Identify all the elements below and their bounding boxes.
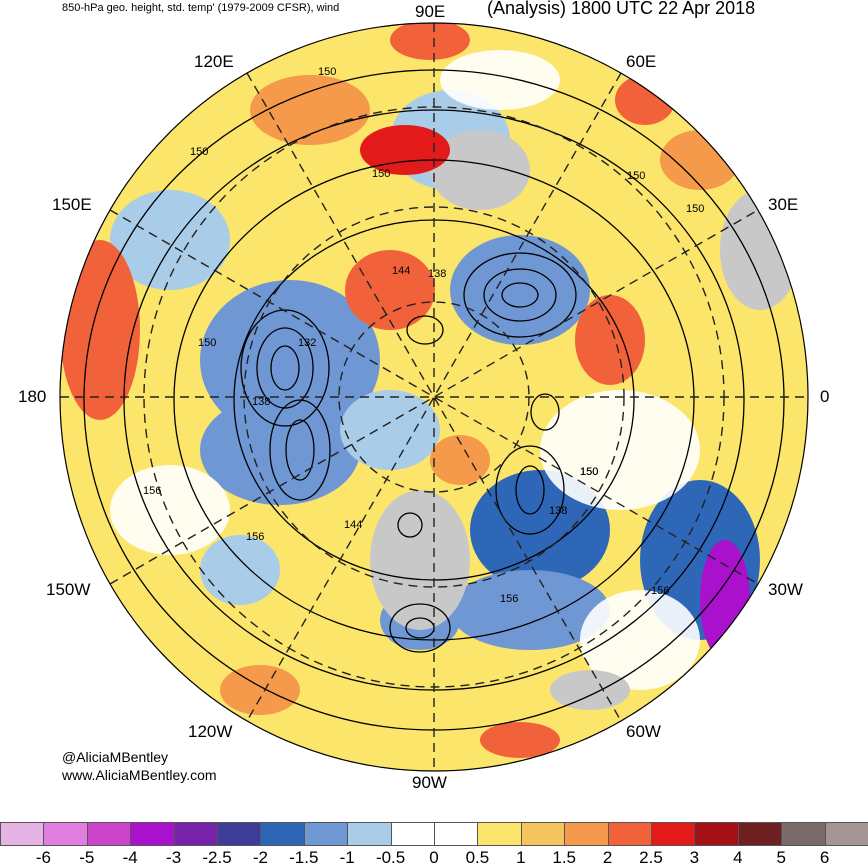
- author-credit: @AliciaMBentley www.AliciaMBentley.com: [62, 748, 217, 784]
- lon-label-120e: 120E: [194, 52, 234, 71]
- lon-label-0: 0: [820, 387, 830, 406]
- contour-label-150-a: 150: [318, 66, 336, 78]
- colorbar-tick-label: -4: [122, 848, 138, 867]
- contour-label-150-g: 150: [580, 466, 598, 478]
- contour-label-156-c: 156: [500, 593, 518, 605]
- colorbar-tick-label: -3: [166, 848, 182, 867]
- contour-label-138-a: 138: [428, 268, 446, 280]
- colorbar-swatch: [824, 822, 868, 846]
- colorbar-tick-label: 1: [516, 848, 526, 867]
- colorbar-swatch: [434, 822, 479, 846]
- colorbar-swatch: [651, 822, 696, 846]
- colorbar-tick-label: -5: [79, 848, 95, 867]
- colorbar-swatch: [303, 822, 349, 846]
- colorbar-swatch: [477, 822, 522, 846]
- contour-label-132: 132: [298, 337, 316, 349]
- contour-label-150-e: 150: [686, 203, 704, 215]
- map-border: [59, 22, 809, 772]
- lon-label-30w: 30W: [768, 580, 803, 599]
- lon-label-150e: 150E: [52, 195, 92, 214]
- colorbar-swatch: [390, 822, 435, 846]
- contour-label-138-b: 138: [252, 396, 270, 408]
- contour-label-144-a: 144: [392, 265, 410, 277]
- contour-label-150-c: 150: [372, 168, 390, 180]
- colorbar-tick-label: 4: [733, 848, 743, 867]
- lon-label-60e: 60E: [626, 52, 657, 71]
- contour-label-150-f: 150: [198, 337, 216, 349]
- contour-label-156-b: 156: [246, 531, 264, 543]
- lon-label-150w: 150W: [46, 580, 91, 599]
- colorbar-tick-label: -6: [35, 848, 51, 867]
- contour-label-150-b: 150: [190, 146, 208, 158]
- contour-labels: 150 150 150 150 150 150 144 138 132 138 …: [143, 66, 704, 605]
- colorbar-swatch: [260, 822, 305, 846]
- credit-website: www.AliciaMBentley.com: [62, 767, 217, 783]
- colorbar-tick-label: -1: [339, 848, 355, 867]
- lon-label-60w: 60W: [626, 722, 661, 741]
- lon-label-90w: 90W: [412, 773, 447, 792]
- colorbar: -6 -5 -4 -3 -2.5 -2 -1.5 -1 -0.5 0 0.5 1 1.5 2 2.5 3 4 5 6: [0, 822, 868, 867]
- map-title-right: (Analysis) 1800 UTC 22 Apr 2018: [487, 0, 756, 18]
- colorbar-tick-label: 5: [776, 848, 786, 867]
- lon-label-90e: 90E: [415, 2, 446, 21]
- colorbar-tick-label: 1.5: [552, 848, 577, 867]
- lon-label-30e: 30E: [768, 195, 799, 214]
- contour-label-144-b: 144: [344, 519, 362, 531]
- colorbar-tick-label: 0.5: [465, 848, 490, 867]
- colorbar-swatch: [564, 822, 609, 846]
- contour-label-150-h: 150: [580, 466, 598, 478]
- colorbar-swatch: [737, 822, 783, 846]
- colorbar-swatch: [173, 822, 218, 846]
- colorbar-tick-label: -2.5: [202, 848, 232, 867]
- map-title-left: 850-hPa geo. height, std. temp' (1979-20…: [62, 2, 340, 14]
- colorbar-swatch: [43, 822, 88, 846]
- colorbar-tick-label: -0.5: [375, 848, 406, 867]
- colorbar-swatch: [607, 822, 652, 846]
- colorbar-swatch: [217, 822, 262, 846]
- colorbar-tick-label: -2: [252, 848, 268, 867]
- colorbar-tick-label: 0: [429, 848, 439, 867]
- lon-label-120w: 120W: [188, 722, 233, 741]
- colorbar-tick-label: -1.5: [289, 848, 319, 867]
- colorbar-swatch: [347, 822, 392, 846]
- graticule: [60, 23, 808, 771]
- polar-map: 150 150 150 150 150 150 144 138 132 138 …: [59, 22, 809, 772]
- colorbar-swatch: [130, 822, 175, 846]
- credit-handle: @AliciaMBentley: [62, 749, 169, 765]
- lon-label-180: 180: [18, 387, 47, 406]
- contour-label-150-d: 150: [627, 170, 645, 182]
- colorbar-tick-label: 2.5: [639, 848, 663, 867]
- contour-label-138-c: 138: [549, 505, 567, 517]
- colorbar-swatch: [0, 822, 45, 846]
- contour-label-156-a: 156: [143, 485, 161, 497]
- colorbar-swatch: [694, 822, 739, 846]
- colorbar-tick-label: 2: [602, 848, 613, 867]
- colorbar-swatch: [520, 822, 566, 846]
- colorbar-swatch: [86, 822, 132, 846]
- contour-label-156-d: 156: [651, 585, 669, 597]
- colorbar-tick-label: 6: [819, 848, 830, 867]
- colorbar-tick-label: 3: [689, 848, 700, 867]
- colorbar-swatch: [781, 822, 826, 846]
